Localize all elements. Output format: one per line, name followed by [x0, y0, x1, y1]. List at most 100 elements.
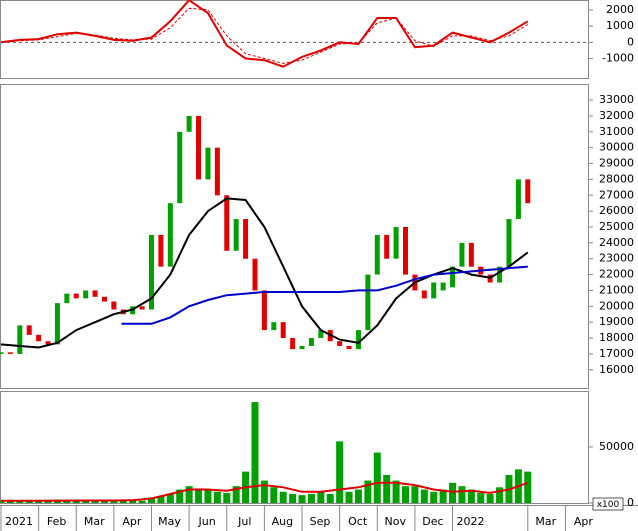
line: [0, 7, 529, 64]
candle: [101, 296, 107, 302]
candle: [149, 234, 155, 310]
volume-bar: [138, 500, 146, 503]
y-tick-label: 50000: [599, 440, 634, 453]
volume-bar: [72, 500, 80, 503]
volume-bar: [298, 495, 306, 503]
y-tick-label: 23000: [599, 252, 634, 265]
volume-bar: [496, 487, 504, 503]
candle: [468, 242, 474, 267]
panel-frame: [0, 391, 589, 504]
volume-bar: [439, 489, 447, 503]
candle: [308, 338, 314, 346]
volume-bar: [25, 500, 33, 503]
volume-bar: [364, 480, 372, 503]
candle: [421, 290, 427, 299]
x-tick-label: Aug: [272, 515, 293, 528]
candle: [365, 274, 371, 331]
line: [0, 0, 529, 68]
y-tick-label: 25000: [599, 220, 634, 233]
volume-bar: [82, 500, 90, 503]
volume-bar: [232, 486, 240, 503]
candle: [158, 234, 164, 267]
y-tick-label: 28000: [599, 172, 634, 185]
candle: [440, 282, 446, 291]
volume-bar: [6, 500, 14, 503]
candle: [7, 352, 13, 354]
unit-box: [592, 497, 624, 511]
candle: [384, 234, 390, 259]
y-tick-label: 22000: [599, 268, 634, 281]
volume-bar: [317, 491, 325, 503]
y-tick-label: 27000: [599, 188, 634, 201]
y-tick-label: 16000: [599, 363, 634, 376]
volume-bar: [279, 491, 287, 503]
volume-bar: [148, 497, 156, 503]
candle: [233, 219, 239, 251]
candle: [224, 195, 230, 251]
x-tick-label: 2022: [457, 515, 485, 528]
x-tick-label: Nov: [385, 515, 407, 528]
y-tick-label: 29000: [599, 157, 634, 170]
volume-bar: [251, 402, 259, 503]
candle: [54, 303, 60, 345]
volume-bar: [336, 441, 344, 503]
candle: [355, 330, 361, 350]
volume-bar: [44, 500, 52, 503]
candle: [196, 115, 202, 180]
candle: [83, 290, 89, 299]
candle: [280, 322, 286, 339]
candle: [243, 219, 249, 259]
volume-bar: [486, 494, 494, 503]
volume-bar: [100, 500, 108, 503]
candle: [111, 301, 117, 310]
x-tick-label: Apr: [122, 515, 142, 528]
volume-bar: [467, 489, 475, 503]
x-tick-label: Mar: [84, 515, 105, 528]
y-tick-label: 31000: [599, 125, 634, 138]
candle: [214, 147, 220, 196]
volume-bar: [260, 480, 268, 503]
x-tick-label: Jun: [198, 515, 216, 528]
candle: [374, 234, 380, 275]
candle: [506, 219, 512, 267]
line: [1, 481, 529, 502]
candle: [525, 179, 531, 204]
y-tick-label: 20000: [599, 299, 634, 312]
volume-bar: [458, 486, 466, 503]
y-tick-label: 18000: [599, 331, 634, 344]
volume-bar: [204, 489, 212, 503]
volume-bar: [354, 489, 362, 503]
y-tick-label: 33000: [599, 93, 634, 106]
y-tick-label: 21000: [599, 283, 634, 296]
candle: [177, 131, 183, 204]
y-tick-label: 32000: [599, 109, 634, 122]
candle: [64, 293, 70, 304]
volume-bar: [195, 488, 203, 503]
y-tick-label: 2000: [606, 3, 634, 16]
candle: [318, 330, 324, 339]
candle: [205, 147, 211, 180]
volume-bar: [289, 494, 297, 503]
candle: [497, 266, 503, 283]
volume-bar: [326, 494, 334, 503]
candle: [26, 325, 32, 335]
volume-bar: [477, 492, 485, 503]
candle: [17, 325, 23, 354]
candle: [337, 341, 343, 346]
candle: [299, 345, 305, 350]
candle: [0, 352, 4, 354]
candle: [393, 226, 399, 259]
volume-bar: [449, 482, 457, 503]
volume-bar: [129, 500, 137, 503]
volume-bar: [166, 494, 174, 503]
candle: [252, 258, 258, 291]
x-tick-label: Sep: [310, 515, 331, 528]
volume-bar: [157, 496, 165, 503]
candle: [271, 322, 277, 331]
line: [0, 197, 529, 349]
candle: [261, 290, 267, 331]
volume-bar: [373, 452, 381, 503]
volume-bar: [383, 474, 391, 503]
panel-frame: [0, 84, 589, 389]
